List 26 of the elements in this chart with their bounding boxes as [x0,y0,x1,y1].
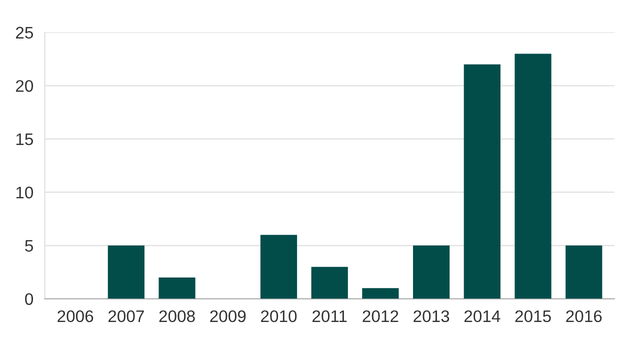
bar [260,234,298,299]
y-tick-label: 0 [25,293,34,306]
y-tick-label: 15 [16,134,33,146]
x-tick-label: 2007 [108,310,144,322]
bar [464,64,500,299]
x-tick-label: 2014 [464,310,500,322]
bar [362,288,399,299]
x-tick-label: 2006 [58,310,94,322]
y-tick-label: 5 [25,240,33,252]
x-tick-label: 2008 [159,310,195,322]
x-tick-label: 2015 [515,310,551,322]
y-tick-label: 10 [16,186,34,198]
x-tick-label: 2016 [566,310,602,322]
x-tick-label: 2012 [362,310,398,322]
bar [514,54,552,299]
x-tick-label: 2009 [210,310,246,322]
x-tick-label: 2011 [312,310,347,322]
bar [108,246,144,299]
y-tick-label: 20 [16,80,34,92]
bar [311,266,348,299]
bar [566,246,602,299]
y-tick-label: 25 [16,26,33,39]
x-tick-label: 2013 [414,310,450,322]
bar [413,246,450,299]
bar [158,277,196,299]
x-tick-label: 2010 [261,310,297,322]
